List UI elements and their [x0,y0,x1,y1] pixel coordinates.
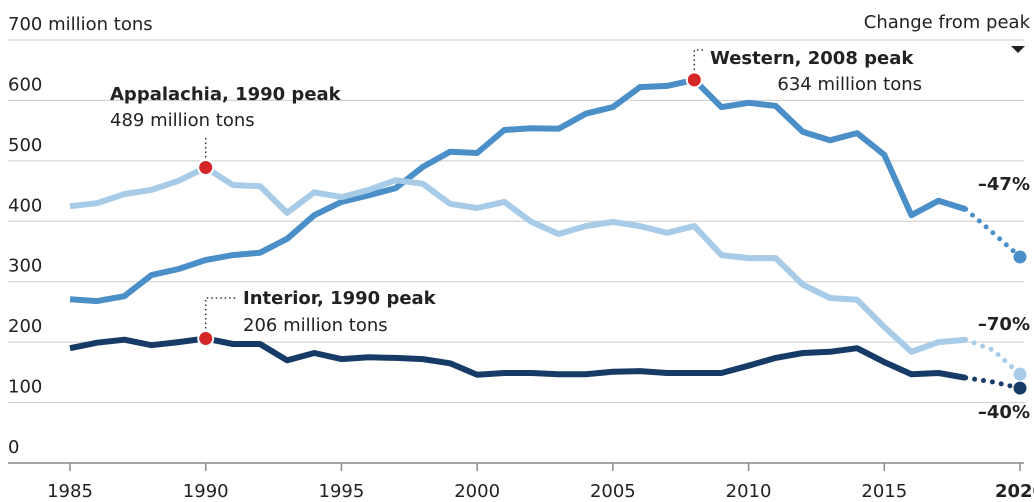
peak-marker [197,330,215,348]
series-line [69,335,967,381]
y-tick-label: 500 [8,135,42,156]
annotation-note: 206 million tons [243,315,388,336]
y-tick-label: 400 [8,195,42,216]
end-point [1013,250,1027,264]
y-tick-label: 700 million tons [8,14,153,35]
projection-line [963,375,1023,391]
series-line [69,76,967,305]
change-label: –70% [978,314,1030,335]
x-tick-label: 2010 [726,481,772,502]
peak-marker [197,159,215,177]
right-header: Change from peak [864,12,1031,33]
peak-marker [685,71,703,89]
end-point [1013,381,1027,395]
annotation-note: 634 million tons [777,74,922,95]
y-tick-label: 600 [8,74,42,95]
end-point [1013,367,1027,381]
change-label: –40% [978,402,1030,423]
annotation-note: 489 million tons [110,110,255,131]
y-tick-label: 200 [8,316,42,337]
change-label: –47% [978,174,1030,195]
x-tick-label: 1990 [183,481,229,502]
x-tick-label: 1985 [47,481,93,502]
y-tick-label: 100 [8,377,42,398]
x-tick-label: 2005 [590,481,636,502]
y-tick-label: 0 [8,437,19,458]
y-tick-label: 300 [8,256,42,277]
x-tick-label: 2015 [861,481,907,502]
header-triangle [1011,46,1025,53]
x-tick-label: 1995 [319,481,365,502]
annotation-title: Western, 2008 peak [710,48,914,69]
x-tick-label: 2000 [454,481,500,502]
projection-line [963,337,1023,377]
x-tick-label: 2020 [995,481,1034,502]
leader-line [693,49,704,70]
annotation-title: Interior, 1990 peak [243,288,437,309]
series-line [69,164,966,355]
projection-line [963,206,1023,260]
leader-line [204,297,236,329]
annotation-title: Appalachia, 1990 peak [110,84,342,105]
